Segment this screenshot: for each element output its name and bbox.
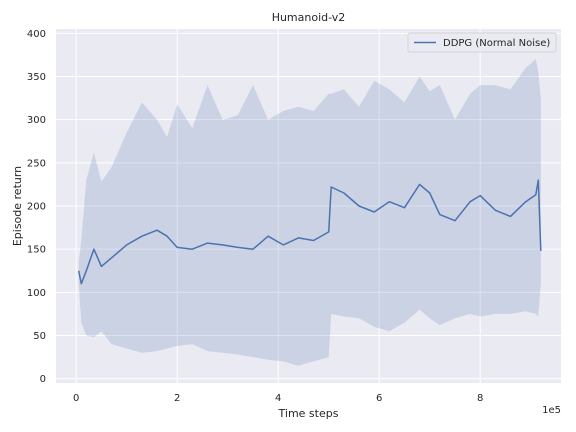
legend: DDPG (Normal Noise): [407, 32, 557, 53]
x-axis-title: Time steps: [278, 407, 339, 420]
x-tick-label: 0: [73, 393, 79, 404]
grid-lines: [56, 29, 561, 383]
y-tick-label: 200: [27, 202, 46, 213]
x-tick-label: 4: [275, 393, 281, 404]
x-tick-labels: 0 2 4 6 8: [73, 393, 483, 404]
series-line-layer: [77, 179, 542, 285]
x-tick-label: 8: [477, 393, 483, 404]
y-axis-title: Episode return: [11, 166, 24, 246]
x-tick-label: 6: [376, 393, 382, 404]
chart-title: Humanoid-v2: [272, 11, 346, 24]
legend-label: DDPG (Normal Noise): [443, 38, 550, 49]
y-tick-labels: 0 50 100 150 200 250 300 350 400: [27, 29, 46, 385]
y-tick-label: 300: [27, 115, 46, 126]
y-tick-label: 50: [33, 331, 46, 342]
legend-box: [407, 32, 557, 53]
y-tick-label: 0: [40, 374, 46, 385]
confidence-band: [78, 59, 541, 366]
y-tick-label: 100: [27, 288, 46, 299]
y-tick-label: 250: [27, 158, 46, 169]
series-line: [77, 179, 542, 285]
y-tick-label: 400: [27, 29, 46, 40]
x-tick-label: 2: [174, 393, 180, 404]
confidence-band-layer: [78, 59, 541, 366]
x-scale-label: 1e5: [542, 405, 561, 416]
y-tick-label: 150: [27, 245, 46, 256]
y-tick-label: 350: [27, 72, 46, 83]
